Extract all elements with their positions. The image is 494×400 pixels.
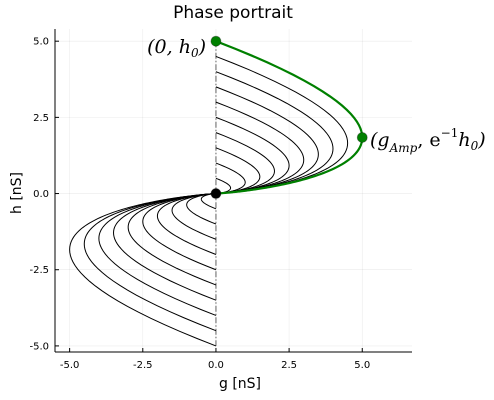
start-label-main: (0, h	[147, 36, 191, 58]
x-tick-label-2: 0.0	[208, 360, 224, 371]
peak-label-sub: Amp	[389, 141, 418, 155]
y-tick-label-2: 0.0	[33, 189, 49, 200]
y-tick-labels: -5.0 -2.5 0.0 2.5 5.0	[29, 37, 49, 353]
peak-label-h: h	[458, 129, 470, 151]
peak-label-mid: , e	[417, 129, 440, 151]
start-label-sub: 0	[191, 46, 199, 60]
peak-label-main: (g	[370, 129, 390, 151]
peak-label-end: )	[477, 129, 485, 151]
x-tick-labels: -5.0 -2.5 0.0 2.5 5.0	[60, 360, 370, 371]
y-tick-label-1: -2.5	[29, 265, 49, 276]
y-tick-label-0: -5.0	[29, 341, 49, 352]
peak-label-sub2: 0	[471, 139, 479, 153]
marker-points	[210, 35, 368, 199]
axes-frame	[54, 29, 412, 353]
peak-label-sup: −1	[441, 126, 459, 140]
marker-point-1	[356, 132, 368, 143]
chart-title: Phase portrait	[173, 3, 293, 23]
grid-lines	[55, 29, 412, 352]
x-tick-label-1: -2.5	[133, 360, 153, 371]
x-tick-label-4: 5.0	[354, 360, 370, 371]
marker-point-0	[210, 35, 222, 47]
x-tick-label-3: 2.5	[281, 360, 297, 371]
y-axis-label: h [nS]	[9, 172, 25, 214]
y-tick-label-4: 5.0	[33, 37, 49, 48]
x-tick-label-0: -5.0	[60, 360, 80, 371]
marker-point-2	[210, 188, 222, 199]
x-axis-label: g [nS]	[219, 376, 261, 392]
start-point-annotation: (0, h0)	[147, 36, 206, 60]
start-label-end: )	[198, 36, 206, 58]
y-tick-label-3: 2.5	[33, 113, 49, 124]
peak-point-annotation: (gAmp, e−1h0)	[370, 126, 486, 155]
